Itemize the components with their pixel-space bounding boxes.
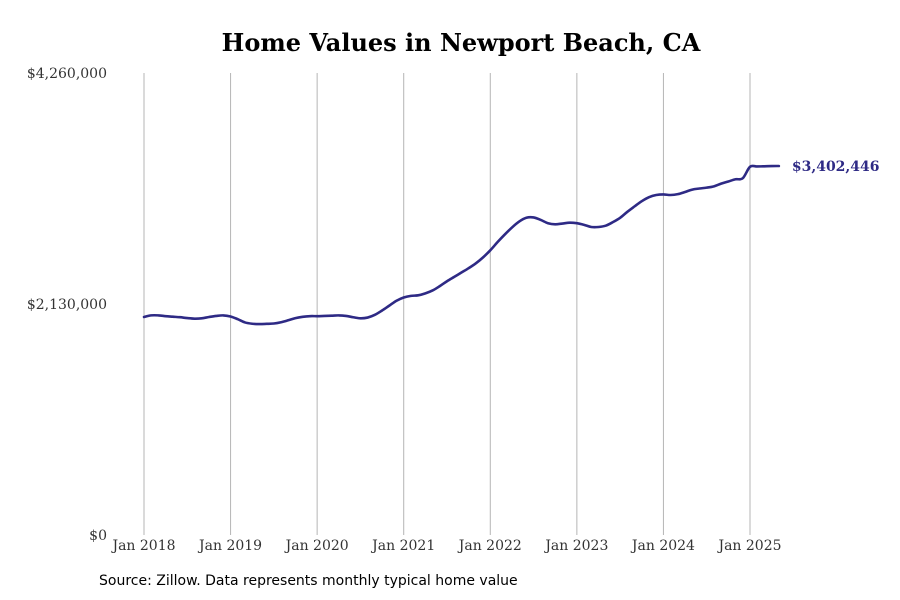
end-value-label: $3,402,446 [792, 159, 880, 175]
x-tick-label: Jan 2021 [370, 538, 435, 554]
series-layer [142, 164, 781, 326]
chart-title: Home Values in Newport Beach, CA [222, 28, 701, 57]
grid-layer [143, 73, 751, 535]
source-note: Source: Zillow. Data represents monthly … [99, 573, 518, 589]
x-tick-label: Jan 2018 [110, 538, 175, 554]
x-tick-label: Jan 2024 [630, 538, 695, 554]
y-tick-label: $2,130,000 [27, 297, 107, 313]
x-tick-label: Jan 2022 [457, 538, 522, 554]
x-tick-label: Jan 2023 [543, 538, 608, 554]
y-axis: $0 $2,130,000 $4,260,000 [27, 66, 107, 544]
x-tick-label: Jan 2019 [197, 538, 262, 554]
x-axis: Jan 2018 Jan 2019 Jan 2020 Jan 2021 Jan 2022… [110, 538, 781, 554]
y-tick-label: $4,260,000 [27, 66, 107, 82]
y-tick-label: $0 [89, 528, 107, 544]
x-tick-label: Jan 2020 [284, 538, 349, 554]
x-tick-label: Jan 2025 [716, 538, 781, 554]
series-line-0 [142, 164, 781, 326]
